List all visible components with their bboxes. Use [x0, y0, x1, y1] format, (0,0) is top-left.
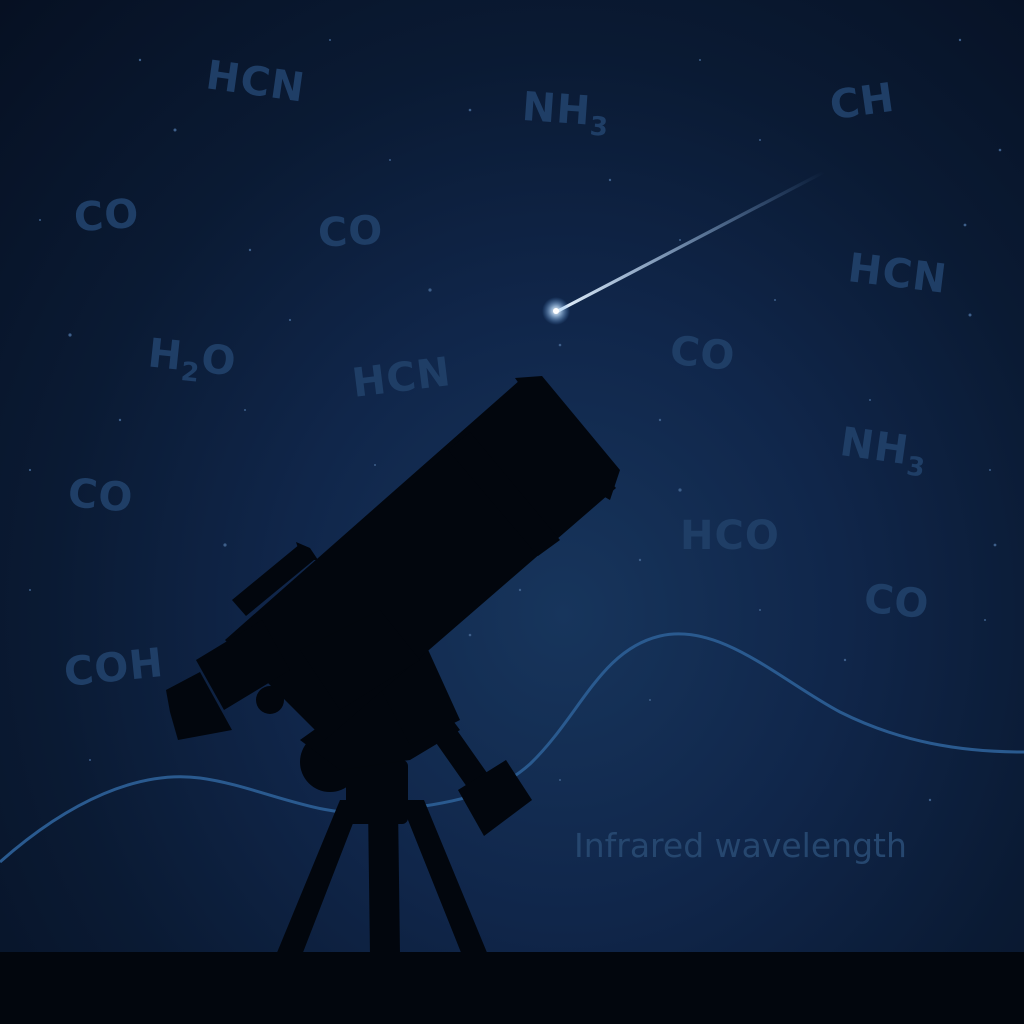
infrared-wave-line	[0, 632, 1024, 864]
meteor	[542, 170, 826, 325]
wavelength-caption: Infrared wavelength	[574, 826, 907, 865]
molecule-label: HCO	[680, 513, 780, 559]
